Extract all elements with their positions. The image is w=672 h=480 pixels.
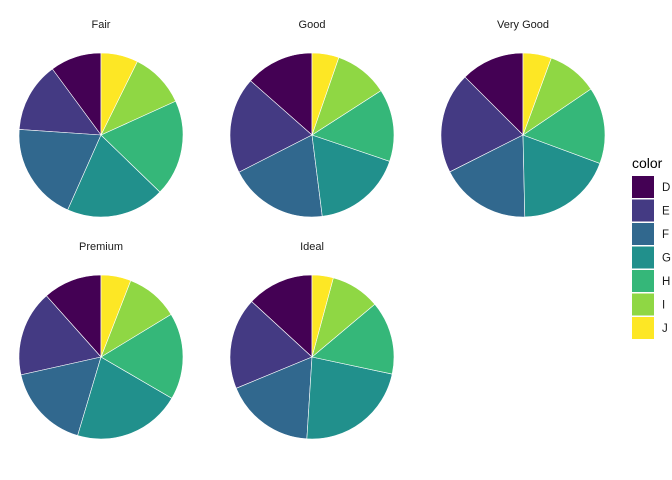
legend-item-i: I: [632, 293, 665, 316]
pie-slice-e: [229, 80, 313, 173]
facet-premium: Premium: [18, 241, 184, 440]
pie-slice-e: [229, 301, 313, 389]
pie-slice-d: [250, 52, 313, 136]
facet-title: Ideal: [300, 241, 324, 253]
facet-title: Premium: [79, 241, 123, 253]
legend-label: J: [662, 323, 668, 335]
legend-title: color: [632, 155, 663, 171]
legend-swatch: [632, 176, 654, 198]
pie-slice-j: [100, 274, 132, 358]
legend-swatch: [632, 270, 654, 292]
pie-slice-g: [77, 356, 173, 440]
pie-slice-h: [311, 90, 395, 162]
pie-slice-e: [18, 295, 102, 376]
legend-label: H: [662, 276, 670, 288]
pie-slice-h: [311, 303, 395, 375]
pie-slice-g: [522, 134, 601, 218]
facet-ideal: Ideal: [229, 241, 395, 440]
facet-fair: Fair: [18, 19, 184, 218]
pie-slice-g: [311, 134, 391, 217]
facet-good: Good: [229, 19, 395, 218]
pie-slice-d: [464, 52, 524, 136]
pie-slice-j: [311, 274, 334, 358]
legend-item-h: H: [632, 270, 670, 292]
legend-item-d: D: [632, 176, 670, 198]
legend-label: D: [662, 182, 670, 194]
legend-label: F: [662, 229, 669, 241]
pie-slice-e: [440, 76, 524, 173]
facet-title: Very Good: [497, 19, 549, 31]
pie-slice-j: [100, 52, 138, 136]
legend-item-f: F: [632, 223, 669, 245]
pie-slice-d: [251, 274, 313, 358]
legend-swatch: [632, 317, 654, 339]
legend-label: G: [662, 253, 671, 265]
pie-slice-h: [522, 88, 606, 164]
legend-item-j: J: [632, 317, 668, 339]
pie-slice-f: [238, 134, 323, 218]
facet-panels: Fair Good Very Good Premium Ideal: [18, 19, 606, 440]
facet-very-good: Very Good: [440, 19, 606, 218]
legend-swatch: [632, 293, 654, 316]
pie-slice-g: [67, 134, 161, 218]
pie-slice-j: [522, 52, 552, 136]
legend-label: I: [662, 300, 665, 312]
legend-swatch: [632, 223, 654, 245]
pie-slice-j: [311, 52, 340, 136]
pie-slice-g: [306, 356, 393, 440]
pie-slice-f: [235, 356, 313, 440]
legend-item-g: G: [632, 246, 671, 269]
legend-item-e: E: [632, 199, 670, 222]
pie-slice-f: [18, 129, 102, 211]
facet-title: Good: [299, 19, 326, 31]
pie-slice-f: [20, 356, 102, 436]
legend-swatch: [632, 199, 654, 222]
legend-swatch: [632, 246, 654, 269]
pie-slice-h: [100, 313, 184, 399]
pie-slice-e: [18, 68, 102, 136]
legend-label: E: [662, 206, 670, 218]
pie-slice-f: [449, 134, 526, 218]
pie-slice-h: [100, 100, 184, 193]
facet-title: Fair: [92, 19, 111, 31]
